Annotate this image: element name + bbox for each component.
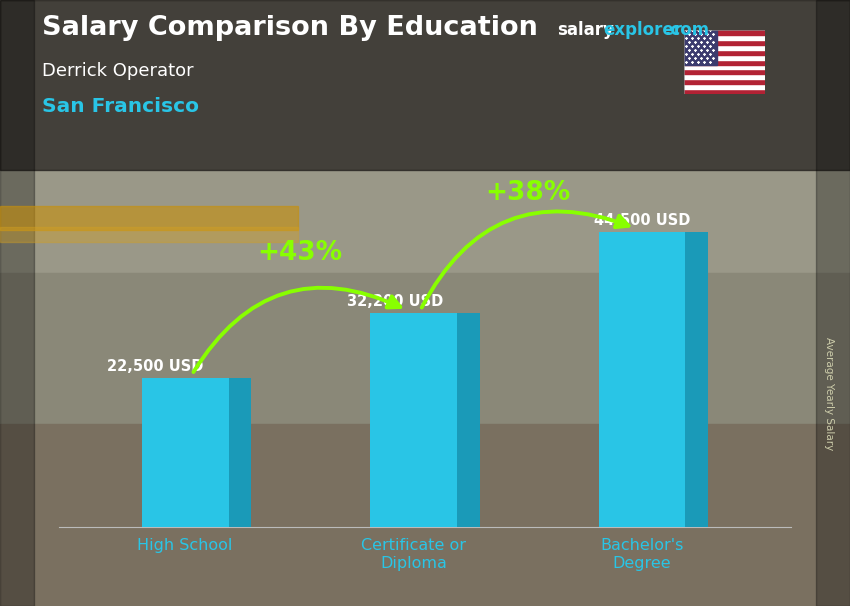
Bar <box>684 40 765 45</box>
Text: +43%: +43% <box>257 241 342 267</box>
Text: 22,500 USD: 22,500 USD <box>107 359 204 374</box>
Bar <box>684 45 765 50</box>
Text: 44,500 USD: 44,500 USD <box>594 213 690 228</box>
Bar <box>684 59 765 65</box>
Bar <box>684 35 765 40</box>
Bar <box>684 30 765 35</box>
Bar <box>0 206 298 230</box>
Bar <box>0 273 850 424</box>
Polygon shape <box>457 313 479 527</box>
Bar <box>0 0 850 170</box>
Bar <box>684 70 765 75</box>
Bar <box>684 50 765 55</box>
Polygon shape <box>685 231 708 527</box>
Text: +38%: +38% <box>485 180 570 206</box>
Bar <box>684 84 765 89</box>
Bar <box>684 75 765 79</box>
Text: San Francisco: San Francisco <box>42 97 200 116</box>
Text: Derrick Operator: Derrick Operator <box>42 62 194 80</box>
Text: Average Yearly Salary: Average Yearly Salary <box>824 338 834 450</box>
Bar <box>0 0 34 606</box>
Bar <box>0 424 850 606</box>
Text: .com: .com <box>665 21 710 39</box>
Bar <box>684 65 765 70</box>
Text: Salary Comparison By Education: Salary Comparison By Education <box>42 15 538 41</box>
Text: explorer: explorer <box>604 21 683 39</box>
Bar <box>684 55 765 59</box>
Bar <box>684 79 765 84</box>
Bar <box>0 227 298 242</box>
Bar <box>684 30 717 65</box>
Bar <box>598 231 685 527</box>
Bar <box>0 0 850 273</box>
Bar <box>684 89 765 94</box>
Text: 32,200 USD: 32,200 USD <box>347 295 444 309</box>
Bar <box>142 378 229 527</box>
Bar <box>371 313 457 527</box>
Bar <box>816 0 850 606</box>
Polygon shape <box>229 378 252 527</box>
Text: salary: salary <box>557 21 614 39</box>
